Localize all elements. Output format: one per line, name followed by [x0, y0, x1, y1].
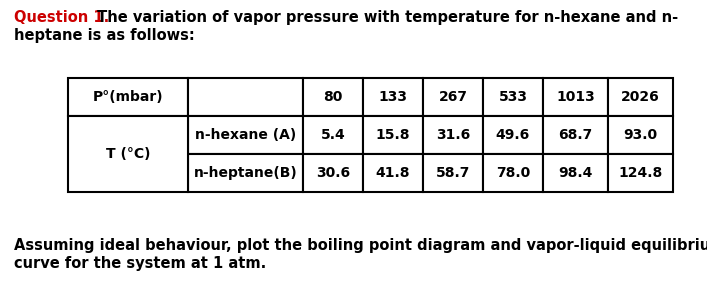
Bar — [483, 154, 543, 192]
Bar — [543, 154, 608, 192]
Bar — [68, 116, 188, 192]
Text: 93.0: 93.0 — [624, 128, 658, 142]
Text: 2026: 2026 — [621, 90, 660, 104]
Bar — [543, 116, 608, 154]
Text: n-heptane(B): n-heptane(B) — [194, 166, 298, 180]
Text: 15.8: 15.8 — [375, 128, 410, 142]
Bar — [188, 154, 303, 192]
Text: 49.6: 49.6 — [496, 128, 530, 142]
Text: 80: 80 — [323, 90, 343, 104]
Text: 58.7: 58.7 — [436, 166, 470, 180]
Text: 1013: 1013 — [556, 90, 595, 104]
Bar — [363, 154, 423, 192]
Text: 133: 133 — [378, 90, 407, 104]
Bar — [423, 116, 483, 154]
Text: 124.8: 124.8 — [619, 166, 662, 180]
Bar — [68, 78, 188, 116]
Bar — [188, 116, 303, 154]
Text: 267: 267 — [438, 90, 467, 104]
Bar — [608, 154, 673, 192]
Text: The variation of vapor pressure with temperature for n-hexane and n-: The variation of vapor pressure with tem… — [92, 10, 678, 25]
Text: 31.6: 31.6 — [436, 128, 470, 142]
Text: 533: 533 — [498, 90, 527, 104]
Text: heptane is as follows:: heptane is as follows: — [14, 28, 194, 43]
Bar — [423, 154, 483, 192]
Bar — [303, 78, 363, 116]
Bar — [363, 78, 423, 116]
Text: Assuming ideal behaviour, plot the boiling point diagram and vapor-liquid equili: Assuming ideal behaviour, plot the boili… — [14, 238, 707, 253]
Text: T (°C): T (°C) — [106, 147, 151, 161]
Bar — [608, 116, 673, 154]
Text: 41.8: 41.8 — [375, 166, 410, 180]
Text: 5.4: 5.4 — [321, 128, 346, 142]
Text: 30.6: 30.6 — [316, 166, 350, 180]
Text: 68.7: 68.7 — [559, 128, 592, 142]
Bar — [608, 78, 673, 116]
Bar — [188, 78, 303, 116]
Bar — [423, 78, 483, 116]
Text: n-hexane (A): n-hexane (A) — [195, 128, 296, 142]
Text: curve for the system at 1 atm.: curve for the system at 1 atm. — [14, 256, 267, 271]
Bar — [363, 116, 423, 154]
Bar — [483, 116, 543, 154]
Text: 98.4: 98.4 — [559, 166, 592, 180]
Bar — [303, 154, 363, 192]
Bar — [543, 78, 608, 116]
Bar — [303, 116, 363, 154]
Text: Question 1.: Question 1. — [14, 10, 110, 25]
Bar — [483, 78, 543, 116]
Text: 78.0: 78.0 — [496, 166, 530, 180]
Text: P°(mbar): P°(mbar) — [93, 90, 163, 104]
